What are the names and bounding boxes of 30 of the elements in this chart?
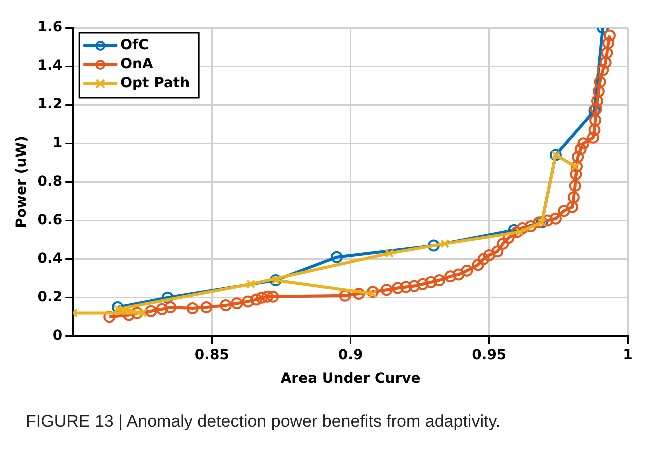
y-tick-label: 0.6: [38, 212, 63, 228]
x-tick-label: 1: [623, 347, 633, 364]
y-tick-label: 1: [52, 135, 63, 152]
y-tick-label: 0.8: [38, 174, 63, 190]
point: [570, 162, 580, 172]
y-tick-label: 1.4: [38, 58, 63, 74]
point: [330, 251, 343, 264]
x-axis-title: Area Under Curve: [280, 371, 421, 388]
y-tick-label: 0: [52, 328, 63, 344]
point: [138, 308, 148, 318]
x-tick-label: 0.95: [472, 347, 507, 364]
y-tick-label: 0.2: [38, 289, 63, 306]
legend-label: OfC: [120, 38, 149, 54]
point: [515, 228, 524, 237]
y-tick-label: 1.6: [38, 20, 63, 36]
x-tick-label: 0.9: [338, 347, 364, 364]
legend-label: OnA: [120, 56, 154, 73]
x-tick-label: 0.85: [194, 347, 230, 364]
point: [162, 292, 174, 304]
point: [440, 239, 450, 248]
legend-label: Opt Path: [120, 76, 190, 92]
y-axis-title: Power (uW): [14, 136, 30, 228]
point: [112, 301, 124, 314]
caption: FIGURE 13 | Anomaly detection power benefits from adaptivity.: [26, 412, 501, 432]
y-tick-label: 1.2: [38, 96, 63, 113]
point: [428, 240, 440, 252]
point: [385, 248, 394, 258]
y-tick-label: 0.4: [38, 250, 63, 267]
point: [246, 280, 256, 289]
point: [368, 289, 378, 299]
